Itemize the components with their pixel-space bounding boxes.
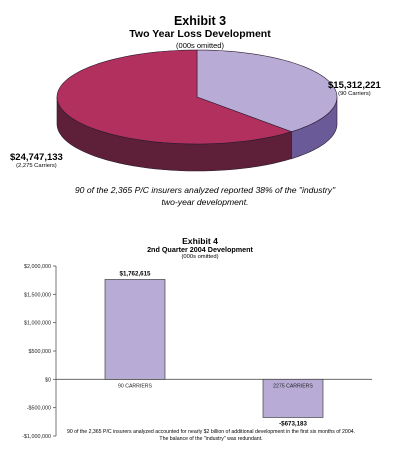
y-tick-label: $2,000,000 [24, 264, 51, 270]
note-line: 90 of the 2,365 P/C insurers analyzed ac… [66, 429, 356, 435]
exhibit4-title: Exhibit 4 [182, 236, 218, 246]
pie-slice-carriers-label: (90 Carriers) [338, 91, 371, 97]
exhibit4-unit-note: (000s omitted) [181, 254, 219, 260]
pie-slice-value-label: $15,312,221 [328, 80, 381, 91]
note-line: The balance of the "industry" was redund… [159, 436, 263, 442]
exhibit3-caption: 90 of the 2,365 P/C insurers analyzed re… [40, 184, 370, 208]
exhibit3-title: Exhibit 3 [173, 14, 227, 28]
bar-0 [104, 279, 166, 380]
pie-label-2275-carriers: $24,747,133 (2,275 Carriers) [10, 152, 63, 169]
exhibit3-unit-note: (000s omitted) [176, 41, 224, 50]
pie-slice-top-0 [196, 49, 338, 133]
y-tick-label: -$1,000,000 [22, 434, 51, 440]
caption-line: two-year development. [161, 197, 249, 207]
bar-1 [262, 378, 324, 418]
exhibit3-subtitle: Two Year Loss Development [129, 28, 271, 40]
pie-slice-value-label: $24,747,133 [10, 152, 63, 163]
y-tick-label: $500,000 [29, 349, 51, 355]
bar-value-label: $1,762,615 [120, 270, 152, 277]
pie-slice-carriers-label: (2,275 Carriers) [16, 163, 57, 169]
y-tick-label: $1,500,000 [24, 292, 51, 298]
y-tick-label: -$500,000 [27, 406, 51, 412]
x-category-label: 90 CARRIERS [118, 383, 153, 389]
y-tick-label: $1,000,000 [24, 321, 51, 327]
y-tick-label: $0 [45, 377, 51, 383]
exhibit4-subtitle: 2nd Quarter 2004 Development [147, 245, 253, 254]
pie-slice-top-1 [56, 49, 293, 145]
exhibit4-note: 90 of the 2,365 P/C insurers analyzed ac… [56, 429, 366, 443]
x-category-label: 2275 CARRIERS [273, 383, 313, 389]
bar-value-label: -$673,183 [279, 420, 307, 427]
pie-label-90-carriers: $15,312,221 (90 Carriers) [328, 80, 381, 97]
caption-line: 90 of the 2,365 P/C insurers analyzed re… [74, 185, 336, 195]
